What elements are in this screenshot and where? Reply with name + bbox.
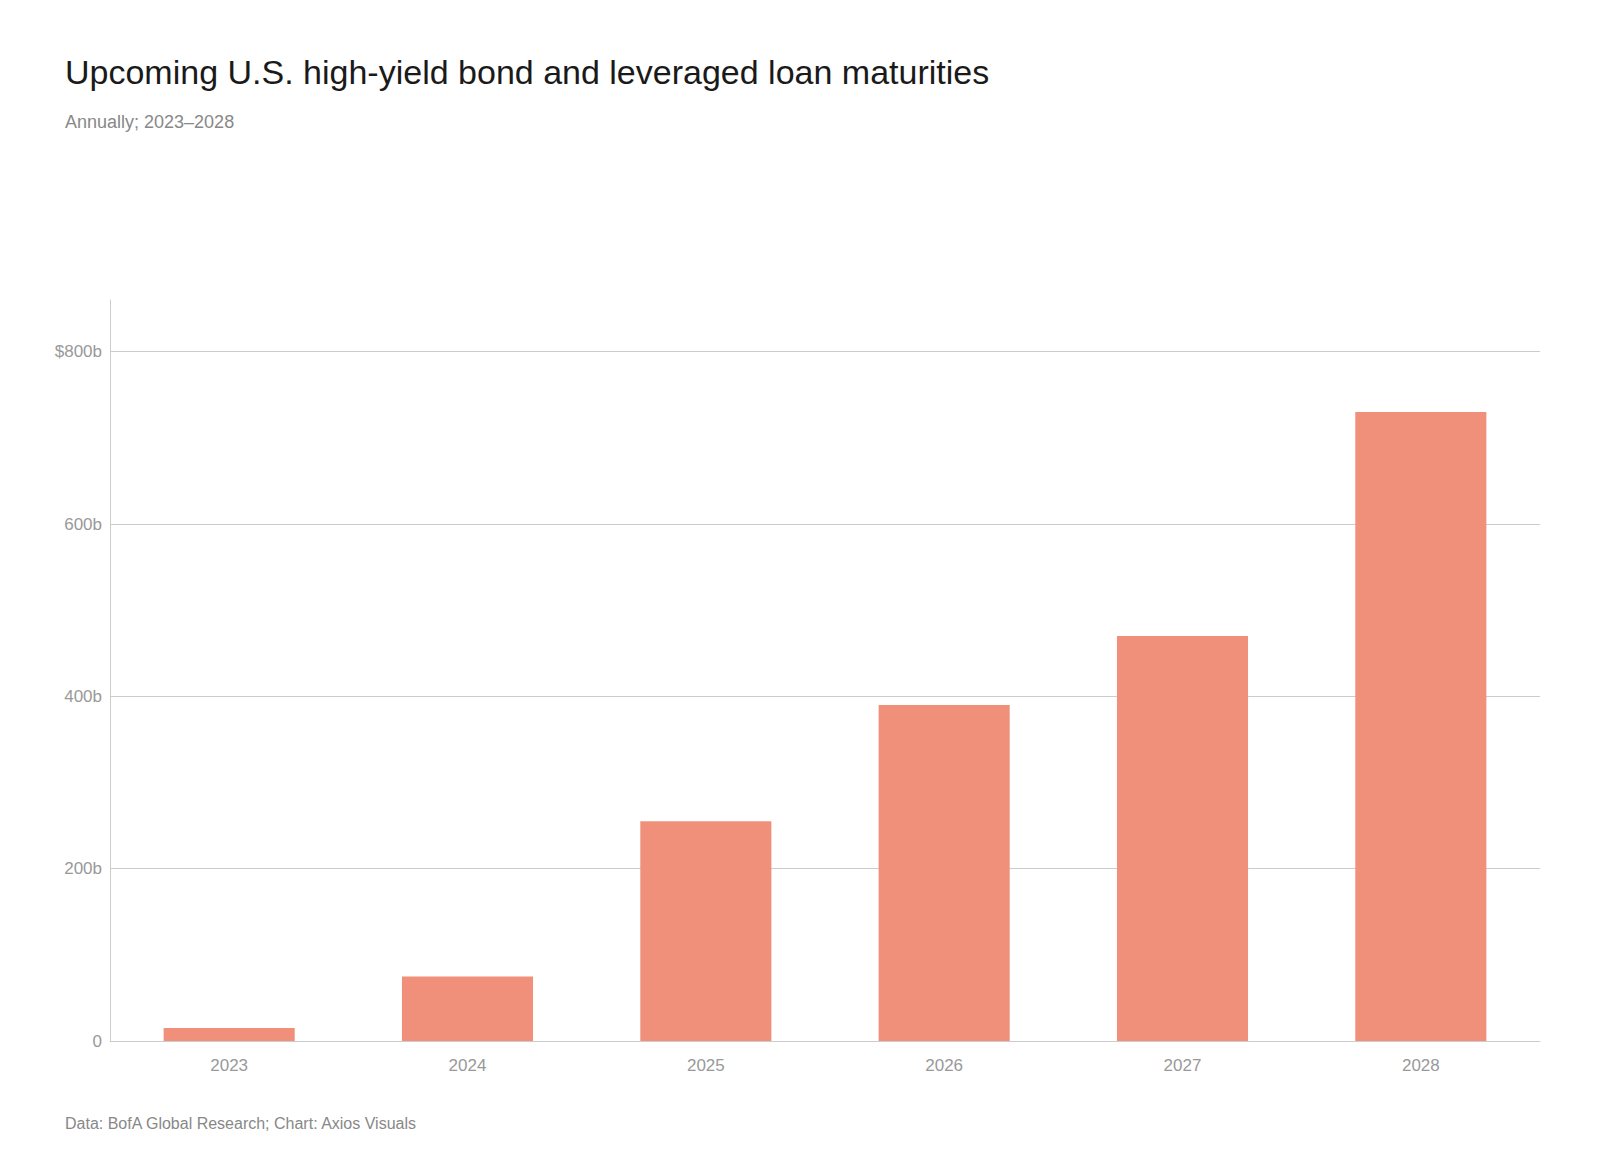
svg-text:2024: 2024 bbox=[449, 1056, 487, 1075]
svg-text:2028: 2028 bbox=[1402, 1056, 1440, 1075]
svg-text:2023: 2023 bbox=[210, 1056, 248, 1075]
svg-text:0: 0 bbox=[93, 1032, 102, 1051]
svg-text:Data: BofA Global Research; Ch: Data: BofA Global Research; Chart: Axios… bbox=[65, 1115, 416, 1132]
svg-text:2026: 2026 bbox=[925, 1056, 963, 1075]
svg-text:$800b: $800b bbox=[55, 342, 102, 361]
svg-text:Upcoming U.S. high-yield bond: Upcoming U.S. high-yield bond and levera… bbox=[65, 53, 989, 91]
svg-text:400b: 400b bbox=[64, 687, 102, 706]
svg-text:600b: 600b bbox=[64, 515, 102, 534]
svg-text:200b: 200b bbox=[64, 859, 102, 878]
svg-text:2027: 2027 bbox=[1164, 1056, 1202, 1075]
svg-text:Annually; 2023–2028: Annually; 2023–2028 bbox=[65, 112, 234, 132]
svg-text:2025: 2025 bbox=[687, 1056, 725, 1075]
